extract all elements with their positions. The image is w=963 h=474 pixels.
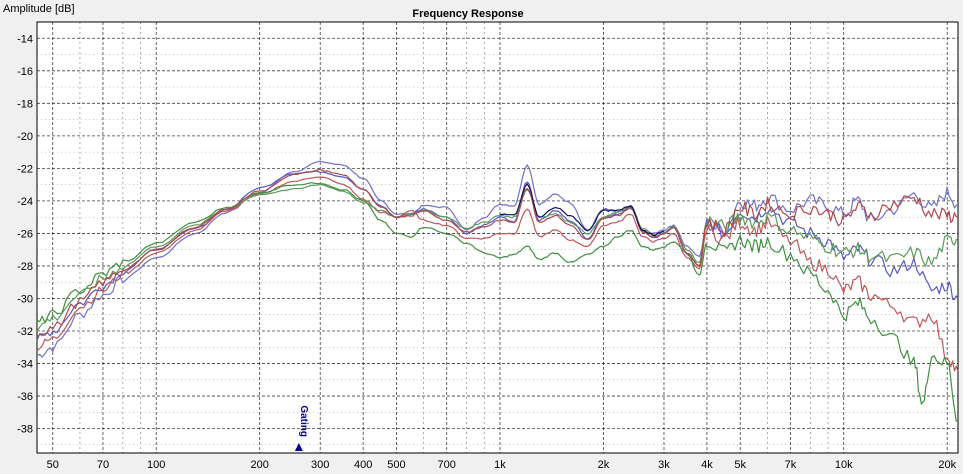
x-tick-label: 300: [311, 459, 329, 471]
y-tick-label: -32: [17, 326, 33, 338]
tick-labels: -14 -16 -18 -20 -22 -24 -26 -28 -30 -32 -34 -36 -38 5…: [17, 33, 956, 471]
x-tick-label: 200: [251, 459, 269, 471]
x-tick-label: 70: [97, 459, 109, 471]
x-tick-label: 700: [438, 459, 456, 471]
y-tick-label: -38: [17, 424, 33, 436]
x-tick-label: 20k: [938, 459, 956, 471]
y-axis-label: Amplitude [dB]: [3, 3, 75, 15]
y-tick-label: -34: [17, 359, 33, 371]
y-tick-label: -24: [17, 196, 33, 208]
series-line-6: [36, 168, 959, 338]
x-tick-label: 1k: [494, 459, 506, 471]
y-tick-label: -14: [17, 33, 33, 45]
series-group: [36, 160, 959, 422]
x-tick-label: 10k: [835, 459, 853, 471]
grid-lines: [37, 21, 958, 453]
x-tick-label: 100: [147, 459, 165, 471]
gating-marker[interactable]: Gating: [294, 405, 309, 451]
x-tick-label: 4k: [701, 459, 713, 471]
x-tick-label: 400: [354, 459, 372, 471]
x-tick-label: 2k: [598, 459, 610, 471]
y-tick-label: -22: [17, 163, 33, 175]
series-line-4: [36, 182, 959, 422]
series-line-3: [36, 176, 959, 372]
y-tick-label: -28: [17, 261, 33, 273]
plot-area: [36, 21, 959, 454]
y-tick-label: -30: [17, 293, 33, 305]
gating-marker-label: Gating: [298, 405, 309, 437]
y-tick-label: -16: [17, 66, 33, 78]
y-tick-label: -20: [17, 131, 33, 143]
gating-marker-triangle: [294, 443, 303, 451]
series-line-2: [36, 170, 959, 341]
x-tick-label: 3k: [658, 459, 670, 471]
y-tick-label: -36: [17, 391, 33, 403]
series-line-1: [36, 160, 959, 358]
series-line-7: [499, 183, 665, 237]
series-line-5: [36, 183, 959, 332]
x-tick-label: 50: [47, 459, 59, 471]
x-tick-label: 7k: [785, 459, 797, 471]
x-tick-label: 5k: [734, 459, 746, 471]
x-tick-label: 500: [387, 459, 405, 471]
chart-title: Frequency Response: [412, 8, 523, 20]
y-tick-label: -18: [17, 98, 33, 110]
y-tick-label: -26: [17, 228, 33, 240]
